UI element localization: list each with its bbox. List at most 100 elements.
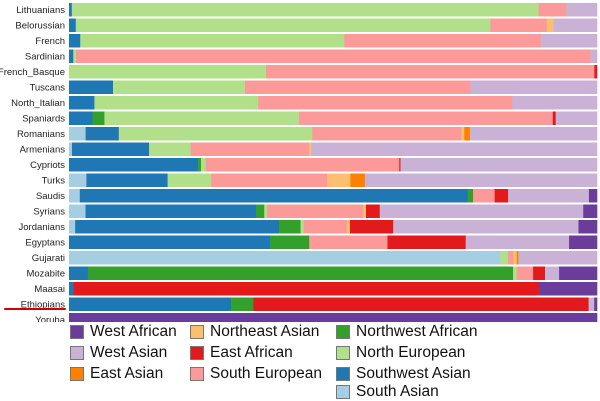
legend-item-south-asian: South Asian <box>336 382 439 401</box>
bar-segment-jordanians-northeast-asian <box>346 220 351 234</box>
bar-segment-french-north-european <box>80 34 345 48</box>
bar-segment-turks-southwest-asian <box>86 173 168 187</box>
bar-segment-spaniards-south-european <box>299 111 554 125</box>
bar-segment-syrians-northwest-african <box>256 204 265 218</box>
legend-label-southwest-asian: Southwest Asian <box>356 365 471 382</box>
bar-segment-jordanians-northwest-african <box>278 220 301 234</box>
bar-segment-ethiopians-southwest-asian <box>69 297 232 311</box>
bar-segment-egyptans-west-asian <box>465 235 570 249</box>
bar-segment-jordanians-west-african <box>578 220 598 234</box>
legend-item-east-african: East African <box>190 343 293 362</box>
bar-segment-gujarati-south-asian <box>69 251 501 265</box>
legend-swatch-west-african <box>70 324 84 339</box>
legend-swatch-southwest-asian <box>336 366 350 381</box>
bar-segment-syrians-northeast-asian <box>363 204 367 218</box>
category-label-armenians: Armenians <box>20 145 66 156</box>
category-label-gujarati: Gujarati <box>32 253 65 264</box>
bar-segment-gujarati-north-european <box>500 251 509 265</box>
bar-segment-north-italian-north-european <box>94 96 259 110</box>
bar-segment-mozabite-west-african <box>559 266 598 280</box>
bar-segment-yoruba-west-african <box>69 313 598 322</box>
category-label-romanians: Romanians <box>17 129 65 140</box>
bar-segment-french-south-european <box>344 34 542 48</box>
bars <box>69 3 598 322</box>
bar-segment-saudis-west-african <box>588 189 598 203</box>
legend-label-east-asian: East Asian <box>90 365 164 382</box>
bar-segment-sardinian-north-european <box>73 49 77 63</box>
bar-segment-jordanians-south-european <box>303 220 348 234</box>
bar-segment-turks-northeast-asian <box>327 173 351 187</box>
bar-segment-egyptans-east-african <box>387 235 466 249</box>
bar-segment-gujarati-northeast-asian <box>513 251 518 265</box>
bar-segment-mozabite-east-african <box>533 266 546 280</box>
bar-segment-french-basque-north-european <box>69 65 267 79</box>
bar-segment-tuscans-south-european <box>245 80 471 94</box>
category-label-egyptans: Egyptans <box>25 238 65 249</box>
bar-segment-spaniards-east-african <box>552 111 556 125</box>
bar-segment-ethiopians-west-african <box>594 297 598 311</box>
bar-segment-egyptans-northwest-african <box>270 235 310 249</box>
bar-segment-armenians-west-asian <box>311 142 598 156</box>
bar-segment-cypriots-east-african <box>399 158 401 172</box>
category-label-lithuanians: Lithuanians <box>16 5 65 16</box>
bar-segment-spaniards-northwest-african <box>92 111 105 125</box>
legend-label-northwest-african: Northwest African <box>356 323 478 340</box>
bar-segment-lithuanians-north-european <box>71 3 539 17</box>
bar-segment-egyptans-southwest-asian <box>69 235 271 249</box>
bar-segment-maasai-southwest-asian <box>69 282 74 296</box>
bar-segment-mozabite-west-asian <box>545 266 560 280</box>
legend-item-northwest-african: Northwest African <box>336 322 477 341</box>
category-label-spaniards: Spaniards <box>22 114 65 125</box>
category-label-maasai: Maasai <box>34 284 65 295</box>
bar-segment-lithuanians-southwest-asian <box>69 3 73 17</box>
bar-segment-jordanians-north-european <box>300 220 304 234</box>
bar-segment-mozabite-northwest-african <box>87 266 514 280</box>
bar-segment-romanians-north-european <box>118 127 313 141</box>
category-label-jordanians: Jordanians <box>19 222 66 233</box>
bar-segment-jordanians-south-asian <box>69 220 76 234</box>
bar-segment-sardinian-south-european <box>75 49 591 63</box>
category-label-yoruba: Yoruba <box>35 315 65 322</box>
bar-segment-mozabite-southwest-asian <box>69 266 89 280</box>
legend-swatch-north-european <box>336 345 350 360</box>
category-label-belorussian: Belorussian <box>15 21 65 32</box>
bar-segment-turks-north-european <box>167 173 212 187</box>
bar-segment-romanians-east-asian <box>464 127 471 141</box>
bar-segment-north-italian-southwest-asian <box>69 96 95 110</box>
bar-segment-lithuanians-south-european <box>538 3 567 17</box>
category-label-north-italian: North_Italian <box>11 98 65 109</box>
bar-segment-mozabite-north-european <box>513 266 518 280</box>
bar-segment-romanians-northeast-asian <box>461 127 465 141</box>
bar-segment-turks-west-asian <box>364 173 598 187</box>
bar-segment-spaniards-west-asian <box>555 111 598 125</box>
legend-swatch-south-asian <box>336 384 350 399</box>
legend-label-northeast-asian: Northeast Asian <box>210 323 320 340</box>
legend-label-south-asian: South Asian <box>356 383 439 400</box>
bar-segment-saudis-southwest-asian <box>79 189 468 203</box>
bar-segment-belorussian-northeast-asian <box>546 18 554 32</box>
bar-segment-egyptans-south-european <box>309 235 388 249</box>
bar-segment-maasai-east-african <box>73 282 540 296</box>
bar-segment-romanians-south-asian <box>69 127 86 141</box>
bar-segment-spaniards-north-european <box>104 111 300 125</box>
bar-segment-armenians-south-european <box>190 142 310 156</box>
bar-segment-french-basque-south-european <box>266 65 595 79</box>
legend-swatch-south-european <box>190 366 204 381</box>
bar-segment-french-west-asian <box>540 34 598 48</box>
legend-item-north-european: North European <box>336 343 465 362</box>
bar-segment-north-italian-west-asian <box>512 96 598 110</box>
category-label-mozabite: Mozabite <box>26 269 65 280</box>
bar-segment-tuscans-southwest-asian <box>69 80 114 94</box>
bar-segment-belorussian-southwest-asian <box>69 18 77 32</box>
legend-swatch-west-asian <box>70 345 84 360</box>
bar-segment-jordanians-east-african <box>349 220 394 234</box>
category-label-tuscans: Tuscans <box>29 83 65 94</box>
bar-segment-north-italian-south-european <box>258 96 513 110</box>
bar-segment-french-southwest-asian <box>69 34 81 48</box>
bar-segment-gujarati-east-asian <box>516 251 519 265</box>
bar-segment-syrians-east-african <box>366 204 381 218</box>
bar-segment-jordanians-southwest-asian <box>75 220 280 234</box>
legend-label-east-african: East African <box>210 344 293 361</box>
bar-segment-syrians-north-european <box>264 204 268 218</box>
bar-segment-cypriots-south-european <box>205 158 400 172</box>
